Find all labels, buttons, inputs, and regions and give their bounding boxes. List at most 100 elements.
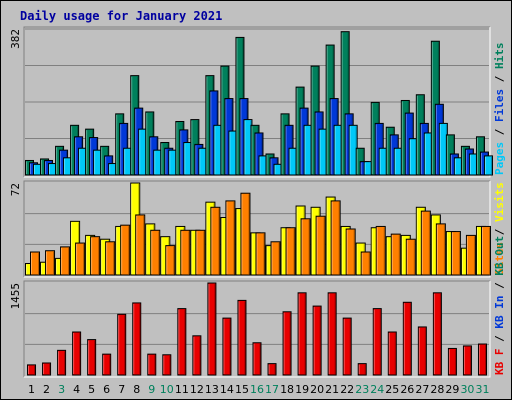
- bar-sites: [315, 215, 326, 276]
- day-labels: 1 2 3 4 5 6 7 8 9 10 11 12 13 14 15 16 17 18 19 20 21 22 23 24 2…: [28, 383, 489, 396]
- bar-kb-f-body: [342, 317, 352, 376]
- bar-sites-body: [255, 232, 266, 276]
- bar-sites: [345, 228, 356, 276]
- bar-sites: [135, 214, 146, 276]
- bar-sites-body: [465, 234, 476, 276]
- day-label: 3: [58, 383, 65, 396]
- bar-kb-f-body: [27, 364, 37, 376]
- bar-kb-f-body: [297, 292, 307, 376]
- bar-sites: [405, 238, 416, 276]
- day-label: 22: [340, 383, 354, 396]
- bar-sites: [435, 223, 446, 276]
- day-label: 4: [73, 383, 80, 396]
- bar-sites-body: [135, 214, 146, 276]
- bar-kb-f: [87, 339, 97, 376]
- bar-sites-body: [150, 229, 161, 276]
- bar-sites-body: [45, 250, 56, 276]
- bar-sites: [330, 200, 341, 276]
- bar-kb-f-body: [432, 292, 442, 376]
- bar-kb-f-body: [417, 326, 427, 376]
- day-label: 2: [43, 383, 50, 396]
- bar-sites: [210, 206, 221, 276]
- bar-sites-body: [75, 242, 86, 276]
- bar-kb-f-body: [402, 301, 412, 376]
- bar-sites-body: [360, 251, 371, 276]
- bar-kb-f: [432, 292, 442, 376]
- bar-kb-f-body: [477, 343, 487, 376]
- panel-bars: [25, 182, 491, 276]
- bar-sites-body: [285, 227, 296, 276]
- day-label: 19: [295, 383, 309, 396]
- bar-kb-f-body: [207, 282, 217, 376]
- panel-border-dark: [23, 26, 490, 177]
- bar-sites: [450, 231, 461, 276]
- bar-kb-f: [207, 282, 217, 376]
- day-label: 30: [460, 383, 474, 396]
- panel-max-label: 72: [9, 183, 22, 196]
- day-label: 6: [103, 383, 110, 396]
- bar-sites: [270, 241, 281, 276]
- day-label: 23: [355, 383, 369, 396]
- bar-kb-f: [147, 353, 157, 376]
- bar-sites: [420, 210, 431, 276]
- bar-kb-f: [417, 326, 427, 376]
- bar-sites: [375, 225, 386, 276]
- bar-sites-body: [345, 228, 356, 276]
- bar-kb-f: [297, 292, 307, 376]
- bar-kb-f-body: [222, 317, 232, 376]
- bar-kb-f: [177, 308, 187, 376]
- bar-kb-f: [387, 331, 397, 376]
- day-label: 17: [265, 383, 279, 396]
- legend-entry: /: [493, 329, 506, 349]
- bar-kb-f: [267, 363, 277, 376]
- panel-border-light: [24, 27, 491, 178]
- bar-kb-f: [312, 305, 322, 376]
- bar-sites: [60, 246, 71, 276]
- day-label: 28: [430, 383, 444, 396]
- panel-hits-files-pages: 382 Pages / Files / Hits: [9, 26, 506, 178]
- bar-kb-f-body: [267, 363, 277, 376]
- bar-kb-f: [462, 345, 472, 376]
- day-label: 14: [220, 383, 234, 396]
- bar-kb-f: [72, 331, 82, 376]
- bar-sites: [75, 242, 86, 276]
- bar-sites: [90, 236, 101, 276]
- bar-sites: [165, 245, 176, 276]
- bar-sites-body: [450, 231, 461, 276]
- bar-kb-f-body: [132, 302, 142, 376]
- bar-kb-f-body: [447, 347, 457, 376]
- bar-kb-f: [372, 308, 382, 376]
- bar-sites-body: [375, 225, 386, 276]
- bar-kb-f: [477, 343, 487, 376]
- legend-entry: KB In: [493, 296, 506, 329]
- bar-sites-body: [420, 210, 431, 276]
- bar-kb-f-body: [72, 331, 82, 376]
- day-label: 26: [400, 383, 414, 396]
- legend-entry: KB Out: [493, 236, 506, 276]
- day-label: 29: [445, 383, 459, 396]
- bar-kb-f-body: [327, 292, 337, 376]
- bar-kb-f: [27, 364, 37, 376]
- panel-border-dark: [23, 180, 490, 277]
- day-label: 12: [190, 383, 204, 396]
- bar-kb-f-body: [117, 313, 127, 376]
- bar-sites: [240, 192, 251, 276]
- bar-sites: [465, 234, 476, 276]
- bar-sites-body: [195, 229, 206, 276]
- panel-border-light: [24, 181, 491, 278]
- panel-legend: KB F / KB In / KB Out: [493, 236, 506, 375]
- bar-kb-f-body: [462, 345, 472, 376]
- bar-kb-f-body: [102, 353, 112, 376]
- day-label: 18: [280, 383, 294, 396]
- legend-entry: /: [493, 276, 506, 296]
- bar-sites-body: [270, 241, 281, 276]
- bar-sites: [300, 218, 311, 276]
- panel-visits-sites: 72 Sites / Visits: [9, 180, 506, 278]
- bar-kb-f: [57, 349, 67, 376]
- bar-sites-body: [240, 192, 251, 276]
- day-label: 21: [325, 383, 339, 396]
- bar-sites-body: [105, 241, 116, 276]
- legend-entry: /: [493, 69, 506, 89]
- panel-border-dark: [23, 280, 490, 377]
